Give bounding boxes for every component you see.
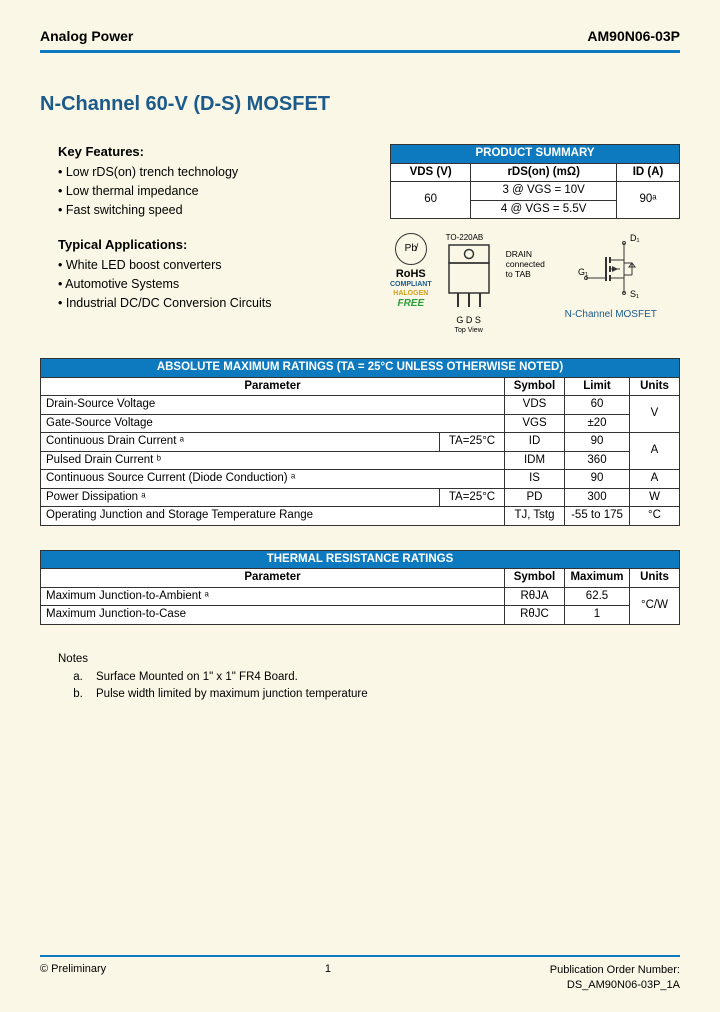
table-cell: VDS xyxy=(505,396,565,415)
col-header: Symbol xyxy=(505,377,565,396)
thermal-title: THERMAL RESISTANCE RATINGS xyxy=(41,550,680,569)
list-item: White LED boost converters xyxy=(58,256,370,275)
list-item: Automotive Systems xyxy=(58,275,370,294)
part-number: AM90N06-03P xyxy=(587,28,680,44)
col-header: Parameter xyxy=(41,569,505,588)
abs-max-table: ABSOLUTE MAXIMUM RATINGS (TA = 25°C UNLE… xyxy=(40,358,680,526)
col-header: Maximum xyxy=(565,569,630,588)
table-cell: 90 xyxy=(565,433,630,452)
table-cell: 90 xyxy=(565,470,630,489)
notes-section: Notes Surface Mounted on 1" x 1" FR4 Boa… xyxy=(40,653,680,704)
table-cell: Continuous Drain Current ᵃ xyxy=(41,433,440,452)
cell-rds: 4 @ VGS = 5.5V xyxy=(471,200,617,219)
table-cell: Maximum Junction-to-Case xyxy=(41,606,505,625)
col-header: Units xyxy=(630,377,680,396)
note-item: Pulse width limited by maximum junction … xyxy=(86,686,680,703)
table-cell: W xyxy=(630,488,680,507)
page-number: 1 xyxy=(325,963,331,975)
summary-title: PRODUCT SUMMARY xyxy=(391,145,680,164)
col-header: Parameter xyxy=(41,377,505,396)
applications-list: White LED boost converters Automotive Sy… xyxy=(58,256,370,312)
footer-pub-label: Publication Order Number: xyxy=(550,964,680,976)
cell-rds: 3 @ VGS = 10V xyxy=(471,182,617,201)
pbfree-icon: Pb̸ xyxy=(395,233,427,265)
table-cell: TA=25°C xyxy=(440,488,505,507)
company-name: Analog Power xyxy=(40,28,133,44)
col-header: Units xyxy=(630,569,680,588)
mosfet-schematic-icon: D₁ xyxy=(576,233,646,303)
table-cell: VGS xyxy=(505,414,565,433)
col-header: Symbol xyxy=(505,569,565,588)
table-cell: 1 xyxy=(565,606,630,625)
note-item: Surface Mounted on 1" x 1" FR4 Board. xyxy=(86,669,680,686)
features-heading: Key Features: xyxy=(58,144,370,159)
table-cell: °C xyxy=(630,507,680,526)
table-cell: 360 xyxy=(565,451,630,470)
rohs-badge: Pb̸ RoHS COMPLIANT HALOGEN FREE xyxy=(390,233,432,310)
abs-max-title: ABSOLUTE MAXIMUM RATINGS (TA = 25°C UNLE… xyxy=(41,359,680,378)
to220-icon xyxy=(446,243,492,311)
table-cell: RθJA xyxy=(505,587,565,606)
page-footer: © Preliminary 1 Publication Order Number… xyxy=(40,955,680,992)
header-rule xyxy=(40,50,680,53)
package-drawing: TO-220AB G D S Top View xyxy=(446,233,492,334)
table-cell: ±20 xyxy=(565,414,630,433)
table-cell: Power Dissipation ᵃ xyxy=(41,488,440,507)
col-header: ID (A) xyxy=(617,163,680,182)
list-item: Industrial DC/DC Conversion Circuits xyxy=(58,294,370,313)
table-cell: 300 xyxy=(565,488,630,507)
table-cell: TA=25°C xyxy=(440,433,505,452)
svg-text:S₁: S₁ xyxy=(630,289,639,299)
footer-pub-number: DS_AM90N06-03P_1A xyxy=(567,979,680,991)
table-cell: V xyxy=(630,396,680,433)
svg-text:D₁: D₁ xyxy=(630,233,640,243)
mosfet-symbol: D₁ xyxy=(565,233,657,320)
cell-id: 90ᵃ xyxy=(617,182,680,219)
table-cell: A xyxy=(630,470,680,489)
svg-text:G₁: G₁ xyxy=(578,267,588,277)
table-cell: A xyxy=(630,433,680,470)
list-item: Low rDS(on) trench technology xyxy=(58,163,370,182)
table-cell: RθJC xyxy=(505,606,565,625)
col-header: rDS(on) (mΩ) xyxy=(471,163,617,182)
table-cell: IS xyxy=(505,470,565,489)
table-cell: Gate-Source Voltage xyxy=(41,414,505,433)
tab-note: DRAIN connected to TAB xyxy=(506,233,551,280)
table-cell: PD xyxy=(505,488,565,507)
footer-left: © Preliminary xyxy=(40,963,106,975)
table-cell: Maximum Junction-to-Ambient ᵃ xyxy=(41,587,505,606)
table-cell: IDM xyxy=(505,451,565,470)
table-cell: °C/W xyxy=(630,587,680,624)
applications-heading: Typical Applications: xyxy=(58,237,370,252)
table-cell: Operating Junction and Storage Temperatu… xyxy=(41,507,505,526)
col-header: VDS (V) xyxy=(391,163,471,182)
page-title: N-Channel 60-V (D-S) MOSFET xyxy=(40,93,680,116)
table-cell: 60 xyxy=(565,396,630,415)
product-summary-table: PRODUCT SUMMARY VDS (V) rDS(on) (mΩ) ID … xyxy=(390,144,680,219)
table-cell: TJ, Tstg xyxy=(505,507,565,526)
notes-heading: Notes xyxy=(58,653,680,665)
col-header: Limit xyxy=(565,377,630,396)
table-cell: Pulsed Drain Current ᵇ xyxy=(41,451,505,470)
list-item: Low thermal impedance xyxy=(58,182,370,201)
thermal-table: THERMAL RESISTANCE RATINGS Parameter Sym… xyxy=(40,550,680,625)
table-cell: Drain-Source Voltage xyxy=(41,396,505,415)
cell-vds: 60 xyxy=(391,182,471,219)
table-cell: Continuous Source Current (Diode Conduct… xyxy=(41,470,505,489)
table-cell: ID xyxy=(505,433,565,452)
list-item: Fast switching speed xyxy=(58,201,370,220)
table-cell: 62.5 xyxy=(565,587,630,606)
table-cell: -55 to 175 xyxy=(565,507,630,526)
features-list: Low rDS(on) trench technology Low therma… xyxy=(58,163,370,219)
